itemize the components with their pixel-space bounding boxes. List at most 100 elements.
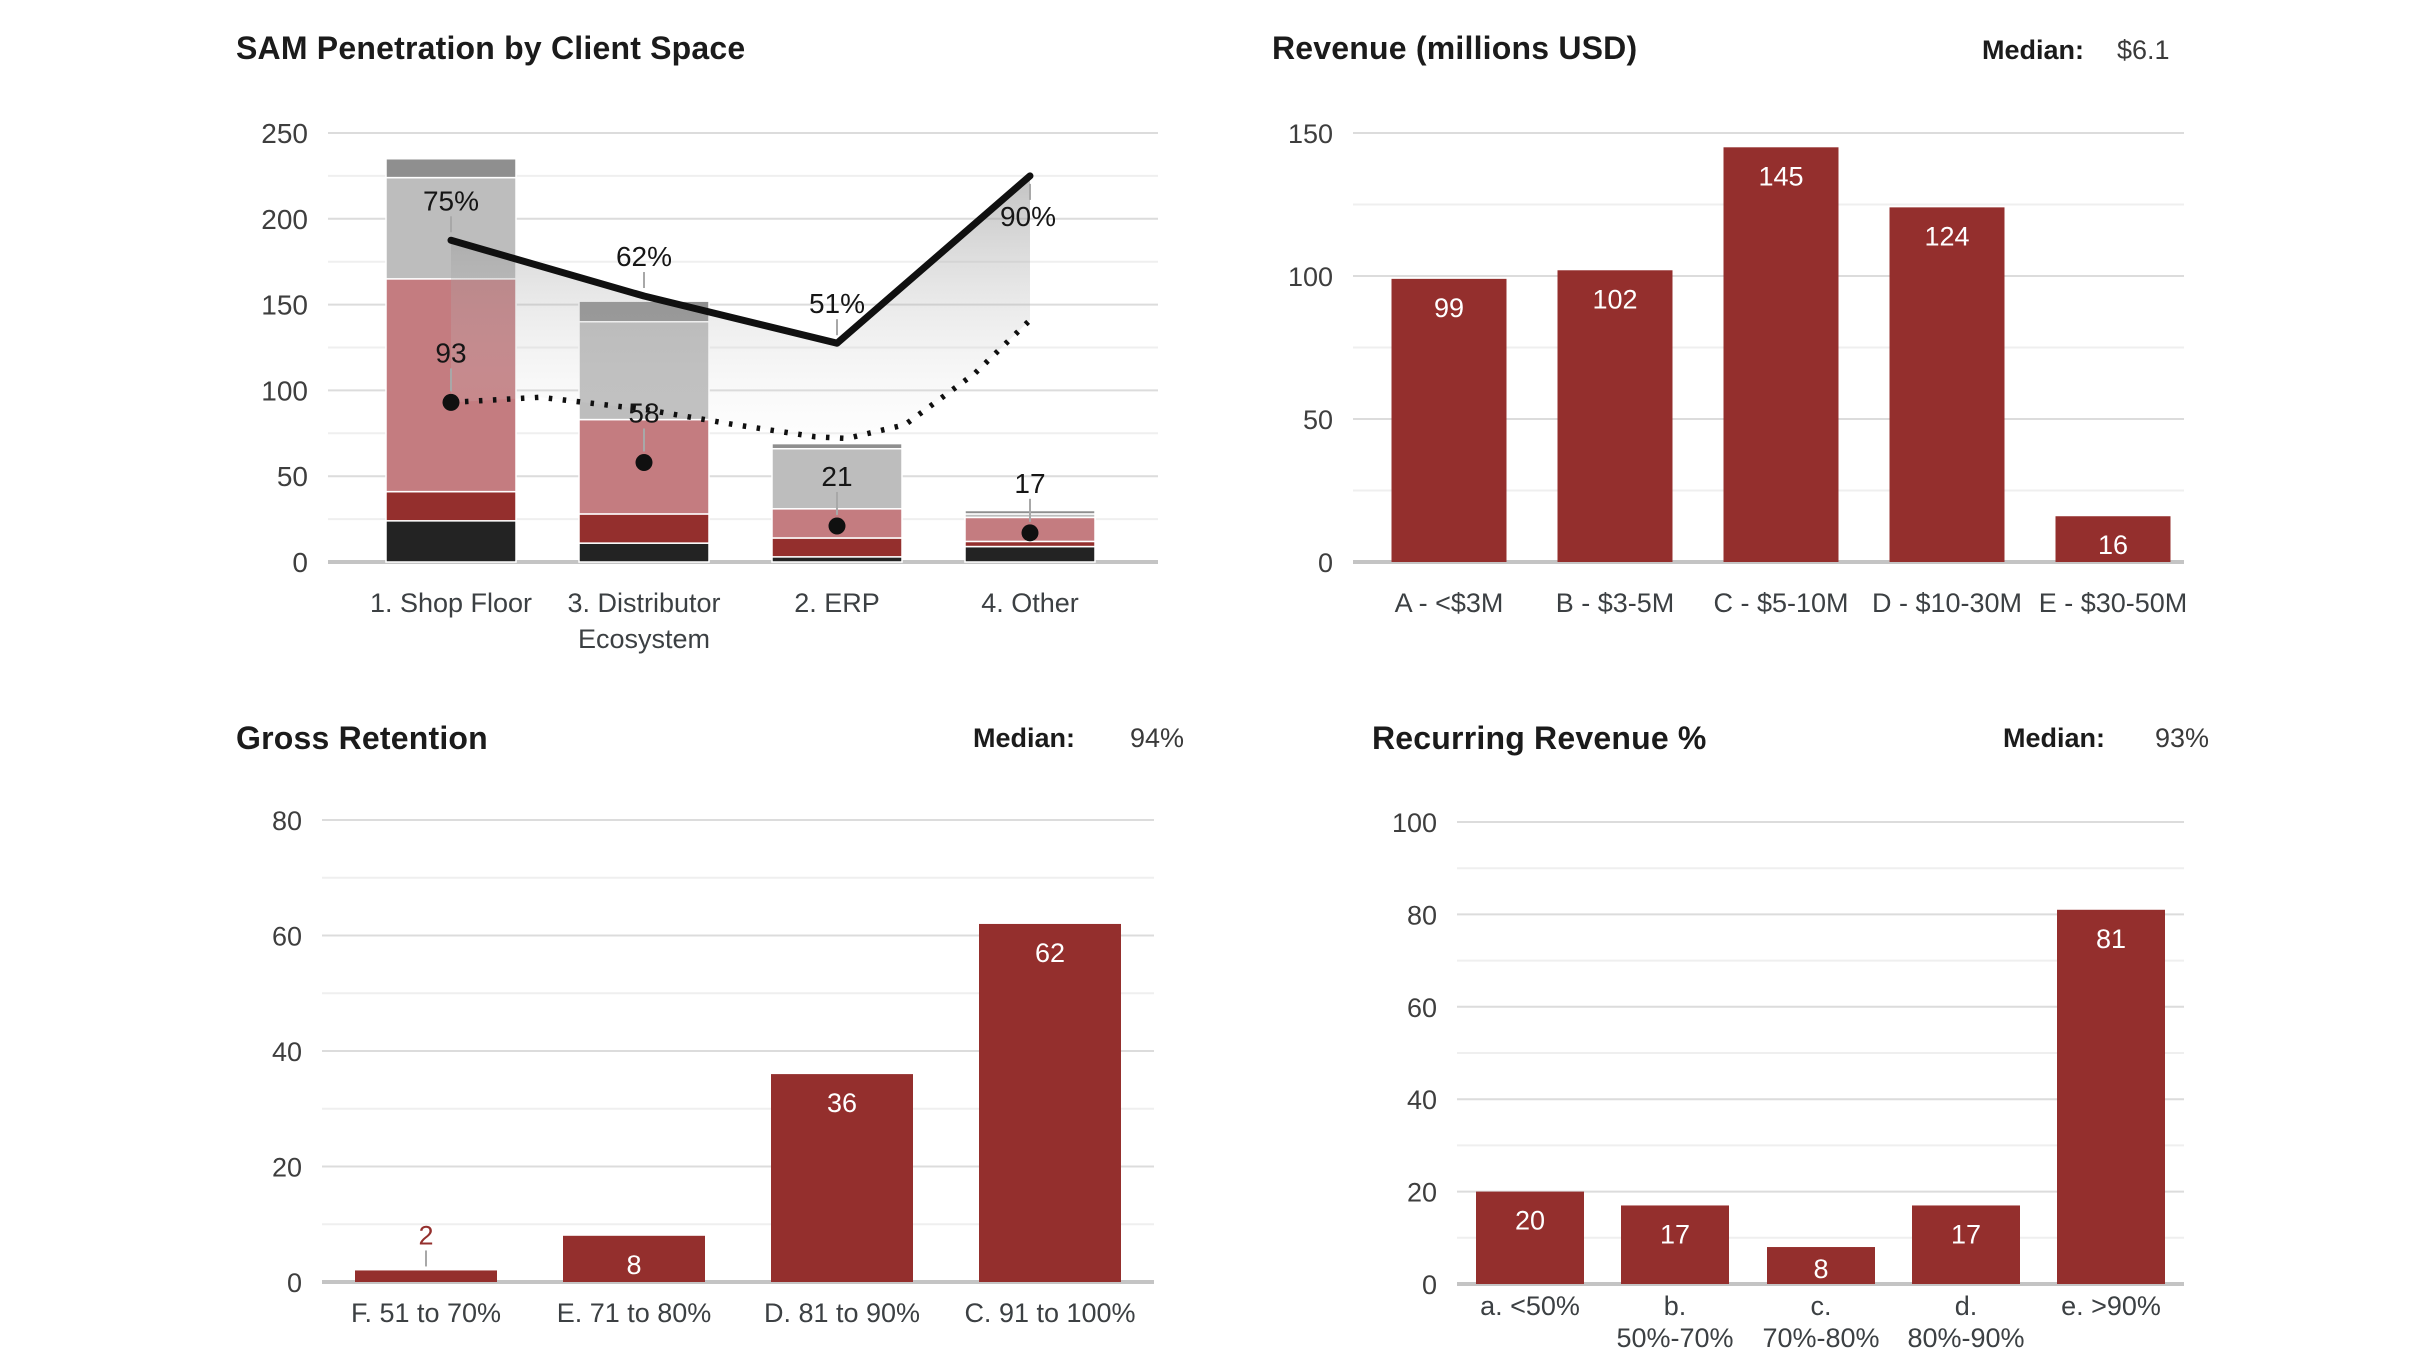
category-label: D. 81 to 90% (764, 1298, 920, 1328)
category-label: F. 51 to 70% (351, 1298, 501, 1328)
bar[interactable] (1391, 278, 1507, 562)
axis-tick-label: 50 (277, 461, 308, 492)
category-label: E - $30-50M (2039, 588, 2188, 618)
axis-tick-label: 250 (261, 118, 308, 149)
line-value-label: 75% (423, 185, 479, 216)
axis-tick-label: 60 (1407, 993, 1437, 1023)
category-label: A - <$3M (1395, 588, 1504, 618)
chart-title: Revenue (millions USD) (1272, 30, 1638, 66)
bar-value-label: 8 (626, 1250, 641, 1280)
stack-segment-dark-gray[interactable] (385, 157, 517, 179)
line-value-label: 90% (1000, 201, 1056, 232)
median-readout: Median: 93% (2003, 723, 2209, 754)
axis-tick-label: 100 (1288, 262, 1333, 292)
bar[interactable] (355, 1270, 497, 1282)
trend-line-solid (447, 172, 1034, 347)
axis-tick-label: 20 (1407, 1178, 1437, 1208)
marker-value-label: 17 (1014, 468, 1045, 499)
median-value: $6.1 (2117, 35, 2170, 65)
category-label: C. 91 to 100% (964, 1298, 1135, 1328)
bar-value-label: 62 (1035, 938, 1065, 968)
chart-card-recurring-revenue[interactable]: Recurring Revenue % Median: 93% 0 20 40 60 8… (1215, 690, 2430, 1350)
bar-value-label: 81 (2096, 924, 2126, 954)
category-label: 1. Shop Floor (370, 588, 532, 618)
axis-tick-label: 0 (292, 547, 308, 578)
stack-segment-dark-red[interactable] (385, 490, 517, 522)
marker-value-label: 58 (628, 397, 659, 428)
axis-tick-label: 100 (1392, 808, 1437, 838)
bar[interactable] (1476, 1191, 1584, 1284)
category-label: B - $3-5M (1556, 588, 1675, 618)
axis-tick-label: 80 (272, 806, 302, 836)
category-label: b. 50%-70% (1616, 1291, 1733, 1350)
axis-tick-label: 40 (1407, 1085, 1437, 1115)
median-readout: Median: $6.1 (1982, 35, 2170, 66)
bar-value-label: 20 (1515, 1206, 1545, 1236)
bar[interactable] (1889, 207, 2005, 563)
category-label: 3. Distributor Ecosystem (567, 588, 720, 654)
category-label: 4. Other (981, 588, 1079, 618)
marker-value-label: 93 (435, 337, 466, 368)
axis-tick-label: 40 (272, 1037, 302, 1067)
stack-segment-black[interactable] (771, 556, 903, 563)
marker-value-label: 21 (821, 461, 852, 492)
bar-value-label: 16 (2098, 530, 2128, 560)
bar-value-label: 99 (1434, 293, 1464, 323)
chart-card-sam-penetration[interactable]: SAM Penetration by Client Space 0 50 100 15… (0, 0, 1215, 690)
trend-line-dotted (450, 318, 1032, 442)
stack-segment-black[interactable] (578, 542, 710, 563)
category-label: C - $5-10M (1713, 588, 1848, 618)
axis-tick-label: 50 (1303, 405, 1333, 435)
category-label: d. 80%-90% (1907, 1291, 2024, 1350)
point-marker (442, 393, 460, 411)
bar[interactable] (1557, 270, 1673, 562)
stack-segment-dark-red[interactable] (771, 537, 903, 558)
bar-value-label: 17 (1660, 1219, 1690, 1249)
axis-tick-label: 150 (1288, 119, 1333, 149)
axis-tick-label: 80 (1407, 900, 1437, 930)
category-label: E. 71 to 80% (557, 1298, 712, 1328)
chart-card-revenue[interactable]: Revenue (millions USD) Median: $6.1 0 50 1… (1215, 0, 2430, 690)
axis-tick-label: 150 (261, 290, 308, 321)
chart-card-gross-retention[interactable]: Gross Retention Median: 94% 0 20 40 60 80 2 8 3… (0, 690, 1215, 1350)
bar[interactable] (563, 1235, 705, 1282)
median-value: 94% (1130, 723, 1185, 753)
chart-title: Recurring Revenue % (1372, 720, 1707, 756)
bar[interactable] (1767, 1247, 1875, 1284)
bar-value-label: 124 (1924, 221, 1969, 251)
stack-segment-dark-gray[interactable] (771, 442, 903, 450)
chart-title: Gross Retention (236, 720, 488, 756)
bar-value-label: 8 (1813, 1254, 1828, 1284)
axis-tick-label: 60 (272, 922, 302, 952)
median-label: Median: (973, 723, 1076, 753)
category-label: e. >90% (2061, 1291, 2161, 1321)
axis-tick-label: 0 (1422, 1270, 1437, 1300)
bar[interactable] (979, 923, 1121, 1282)
bar[interactable] (1621, 1205, 1729, 1284)
bar[interactable] (1912, 1205, 2020, 1284)
point-marker (635, 453, 653, 471)
point-marker (1021, 524, 1039, 542)
axis-tick-label: 0 (287, 1268, 302, 1298)
category-label: D - $10-30M (1872, 588, 2022, 618)
stack-segment-black[interactable] (385, 520, 517, 563)
stack-segment-dark-red[interactable] (964, 540, 1096, 548)
bar[interactable] (2055, 516, 2171, 562)
bar-value-label: 2 (418, 1220, 433, 1250)
category-label: c. 70%-80% (1762, 1291, 1879, 1350)
bar[interactable] (1723, 147, 1839, 563)
band-fill (451, 175, 1030, 439)
chart-title: SAM Penetration by Client Space (236, 30, 746, 66)
bar-value-label: 102 (1592, 284, 1637, 314)
line-value-label: 62% (616, 241, 672, 272)
axis-tick-label: 100 (261, 375, 308, 406)
median-label: Median: (2003, 723, 2106, 753)
bar[interactable] (2057, 909, 2165, 1284)
axis-tick-label: 200 (261, 204, 308, 235)
category-label: 2. ERP (794, 588, 880, 618)
bar[interactable] (771, 1074, 913, 1282)
median-readout: Median: 94% (973, 723, 1184, 754)
bar-value-label: 36 (827, 1088, 857, 1118)
stack-segment-dark-red[interactable] (578, 513, 710, 544)
stack-segment-black[interactable] (964, 545, 1096, 563)
